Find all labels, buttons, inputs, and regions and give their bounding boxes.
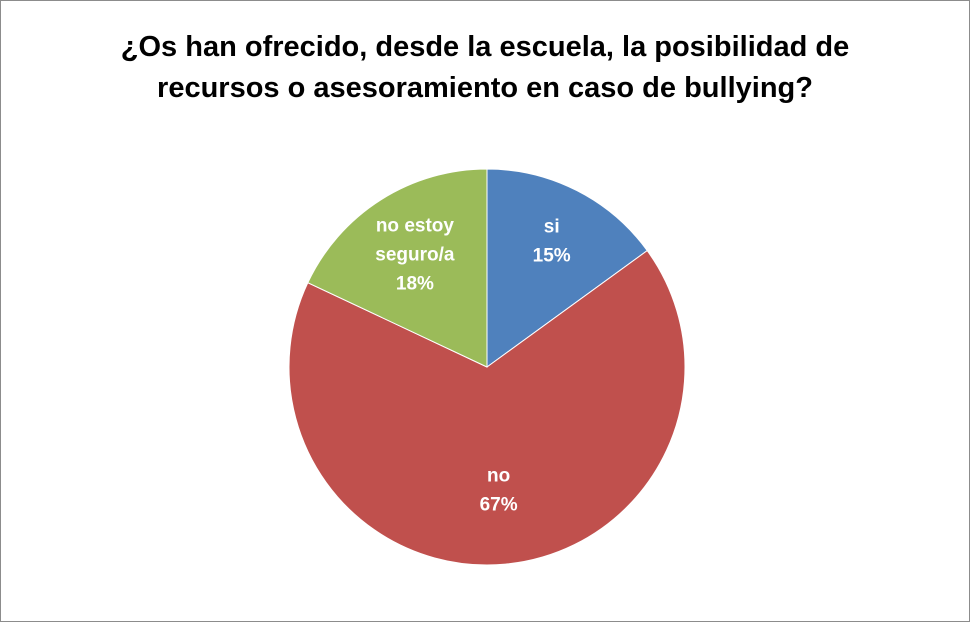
data-label-line: si: [544, 217, 560, 238]
data-label-line: 67%: [480, 495, 518, 516]
chart-title-line-2: recursos o asesoramiento en caso de bull…: [157, 72, 813, 104]
data-label-line: 15%: [533, 246, 571, 267]
pie-slice-si: [486, 168, 648, 368]
data-label-no: no 67%: [480, 466, 518, 516]
pie-slice-no-estoy-seguro-a: [307, 168, 488, 368]
data-label-line: no: [487, 466, 510, 487]
data-label-line: no estoy: [376, 215, 455, 236]
data-label-line: seguro/a: [375, 244, 455, 265]
data-label-no-estoy-seguro-a: no estoy seguro/a 18%: [375, 215, 455, 294]
chart-title-line-1: ¿Os han ofrecido, desde la escuela, la p…: [120, 31, 850, 63]
data-label-si: si 15%: [533, 217, 571, 267]
chart-title: ¿Os han ofrecido, desde la escuela, la p…: [1, 27, 969, 109]
pie-slice-no: [288, 249, 686, 566]
data-label-line: 18%: [396, 273, 434, 294]
